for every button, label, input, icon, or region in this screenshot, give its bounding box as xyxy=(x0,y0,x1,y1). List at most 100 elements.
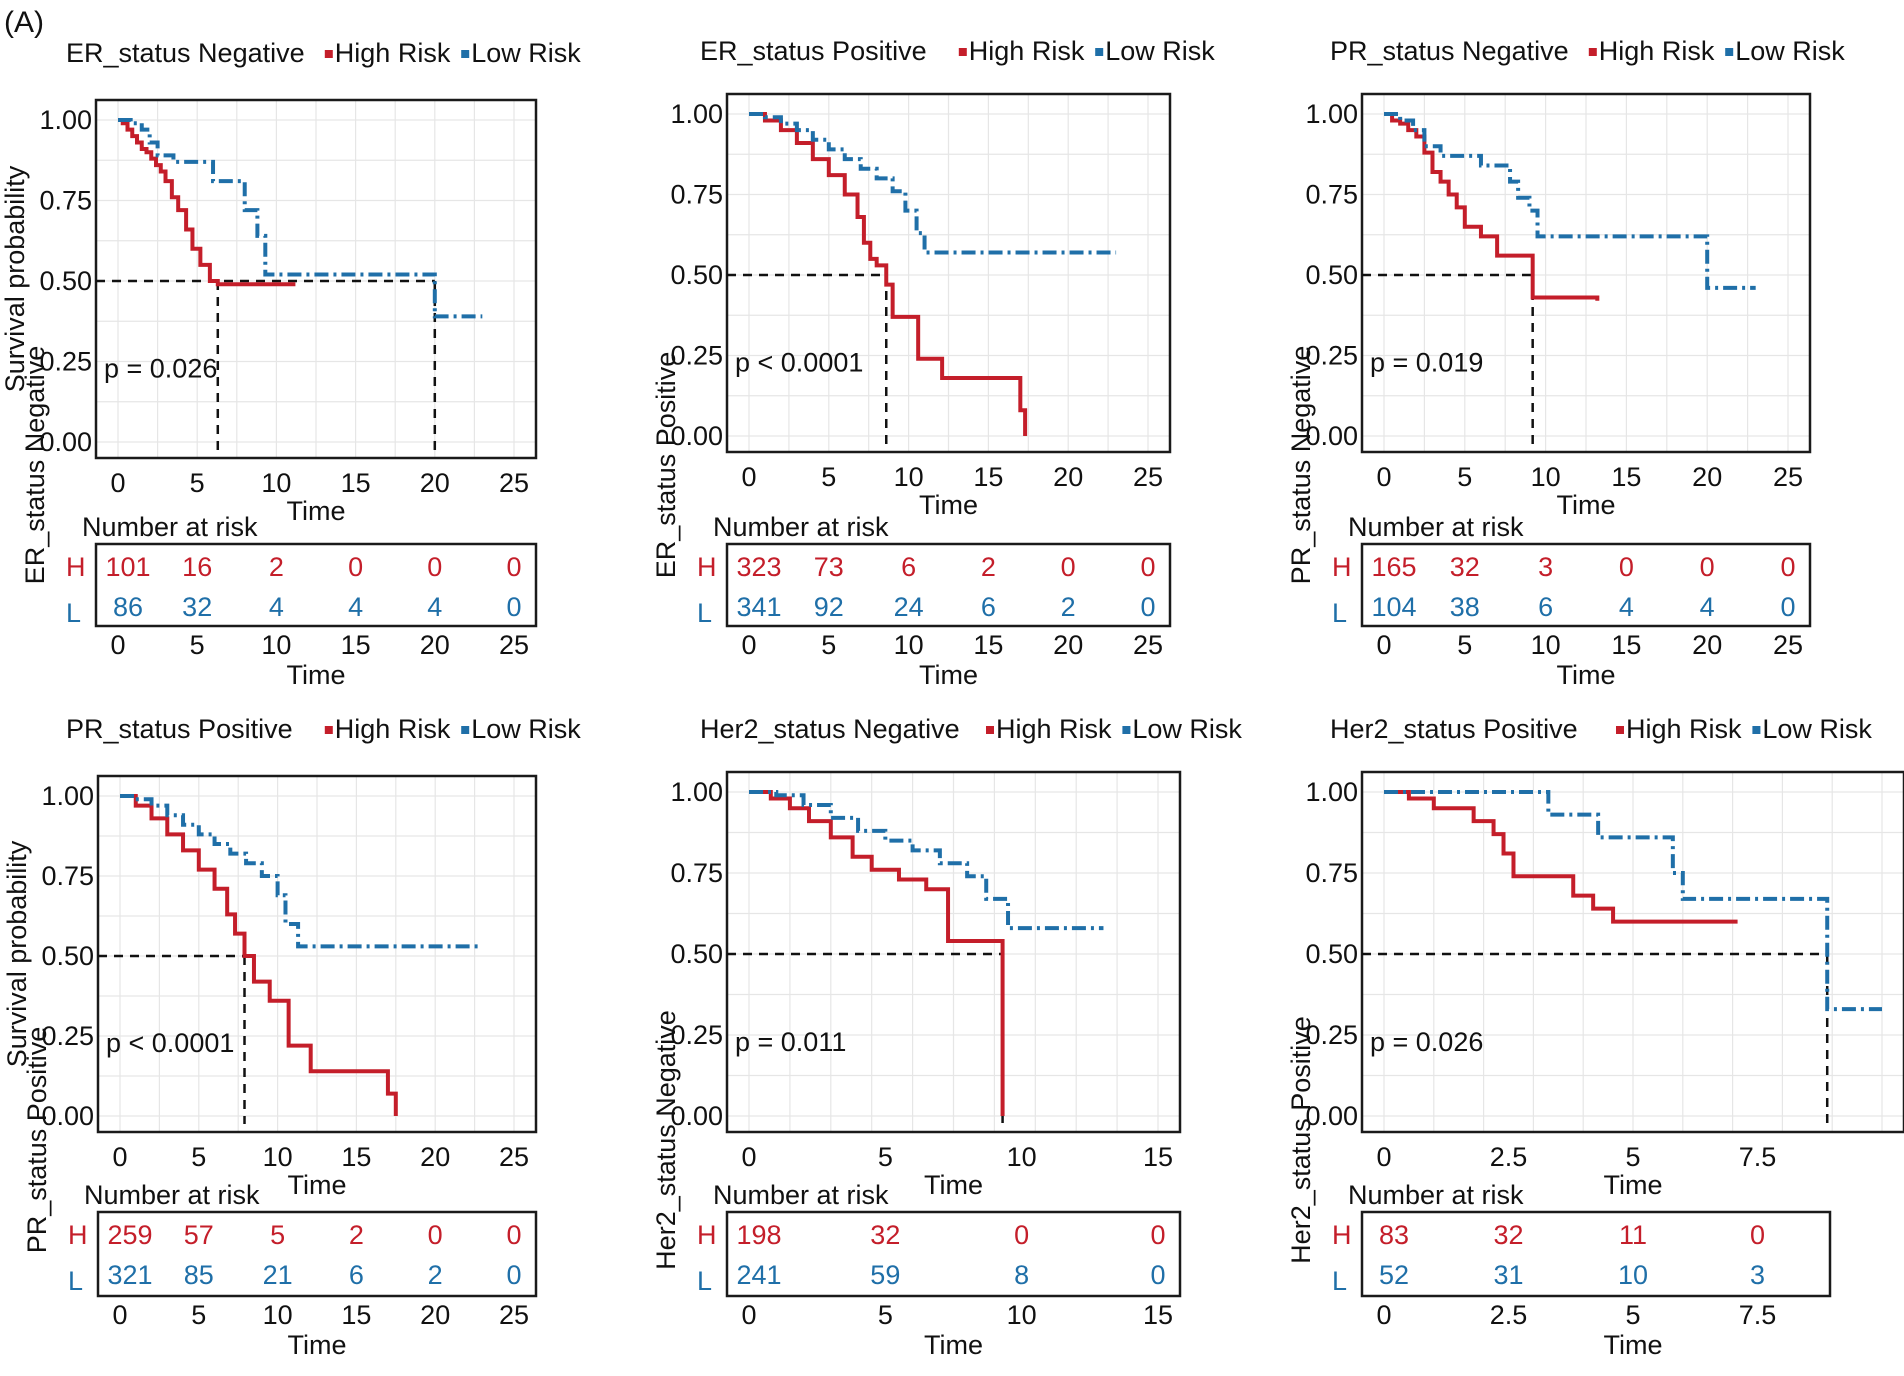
risk-count-low: 6 xyxy=(981,592,996,622)
risk-strata-label: ER_status Negative xyxy=(20,346,50,585)
y-tick-label: 0.25 xyxy=(1305,341,1358,371)
risk-count-high: 0 xyxy=(427,552,442,582)
p-value-label: p < 0.0001 xyxy=(106,1028,234,1058)
risk-count-high: 0 xyxy=(1061,552,1076,582)
median-lines xyxy=(1362,952,1829,1124)
risk-count-low: 0 xyxy=(1150,1260,1165,1290)
km-panel-2: ER_status Positive High Risk Low Risk 0.00 0… xyxy=(651,36,1215,690)
y-tick-label: 0.00 xyxy=(1305,421,1358,451)
risk-row-label-high: H xyxy=(68,1220,88,1250)
risk-count-low: 8 xyxy=(1014,1260,1029,1290)
plot-frame xyxy=(1360,92,1812,454)
km-panel-1: ER_status Negative High Risk Low Risk 0.00 0… xyxy=(0,38,581,690)
y-tick-label: 1.00 xyxy=(41,781,94,811)
risk-count-low: 4 xyxy=(427,592,442,622)
x-tick-label: 10 xyxy=(261,468,291,498)
plot-frame xyxy=(94,98,538,460)
risk-count-low: 6 xyxy=(1538,592,1553,622)
x-tick-label: 20 xyxy=(420,1142,450,1172)
risk-x-axis-label: Time xyxy=(919,660,978,690)
legend-low-swatch xyxy=(461,726,470,734)
grid xyxy=(98,776,536,1132)
low-risk-curve xyxy=(749,112,1117,255)
risk-x-tick-label: 15 xyxy=(1143,1300,1173,1330)
risk-row-label-low: L xyxy=(1332,598,1347,628)
x-tick-label: 5 xyxy=(821,462,836,492)
risk-count-high: 0 xyxy=(1140,552,1155,582)
panel-title: Her2_status Negative xyxy=(700,714,960,744)
risk-table-title: Number at risk xyxy=(713,1180,889,1210)
x-tick-label: 10 xyxy=(1007,1142,1037,1172)
x-axis-label: Time xyxy=(1557,490,1616,520)
y-tick-label: 0.25 xyxy=(1305,1020,1358,1050)
risk-x-axis-label: Time xyxy=(288,1330,347,1360)
panel-title: ER_status Negative xyxy=(66,38,305,68)
legend-high-swatch xyxy=(958,48,967,56)
risk-count-low: 52 xyxy=(1379,1260,1409,1290)
risk-table-title: Number at risk xyxy=(1348,1180,1524,1210)
risk-count-low: 2 xyxy=(428,1260,443,1290)
y-tick-label: 0.50 xyxy=(670,260,723,290)
risk-count-low: 4 xyxy=(269,592,284,622)
risk-row-label-low: L xyxy=(68,1266,83,1296)
risk-table-title: Number at risk xyxy=(82,512,258,542)
risk-count-low: 104 xyxy=(1371,592,1416,622)
risk-count-low: 0 xyxy=(506,592,521,622)
x-tick-label: 10 xyxy=(1531,462,1561,492)
risk-count-low: 4 xyxy=(1700,592,1715,622)
km-panel-4: PR_status Positive High Risk Low Risk 0.00 0… xyxy=(2,714,581,1360)
risk-count-low: 21 xyxy=(263,1260,293,1290)
x-tick-label: 0 xyxy=(1376,1142,1391,1172)
x-tick-label: 2.5 xyxy=(1490,1142,1528,1172)
x-tick-label: 5 xyxy=(878,1142,893,1172)
x-tick-label: 15 xyxy=(973,462,1003,492)
risk-x-tick-label: 20 xyxy=(1692,630,1722,660)
y-axis-label: Survival probability xyxy=(2,840,32,1067)
panel-title: PR_status Negative xyxy=(1330,36,1569,66)
y-tick-label: 0.50 xyxy=(670,939,723,969)
risk-count-high: 32 xyxy=(1493,1220,1523,1250)
legend-high-label: High Risk xyxy=(996,714,1112,744)
legend-high-label: High Risk xyxy=(969,36,1085,66)
legend-low-swatch xyxy=(1095,48,1104,56)
y-tick-label: 1.00 xyxy=(1305,99,1358,129)
risk-count-high: 0 xyxy=(348,552,363,582)
legend-low-label: Low Risk xyxy=(471,714,581,744)
high-risk-curve xyxy=(118,118,296,287)
risk-x-tick-label: 25 xyxy=(1133,630,1163,660)
risk-x-tick-label: 25 xyxy=(499,630,529,660)
risk-count-low: 4 xyxy=(1619,592,1634,622)
risk-count-high: 73 xyxy=(814,552,844,582)
risk-x-tick-label: 10 xyxy=(263,1300,293,1330)
risk-row-label-high: H xyxy=(697,552,717,582)
risk-x-tick-label: 15 xyxy=(341,1300,371,1330)
grid xyxy=(727,772,1180,1132)
y-tick-label: 0.50 xyxy=(41,941,94,971)
high-risk-curve xyxy=(1384,790,1738,924)
risk-count-low: 341 xyxy=(736,592,781,622)
risk-table-title: Number at risk xyxy=(84,1180,260,1210)
risk-count-high: 0 xyxy=(1150,1220,1165,1250)
risk-x-tick-label: 15 xyxy=(341,630,371,660)
risk-count-high: 198 xyxy=(736,1220,781,1250)
risk-count-high: 0 xyxy=(506,1220,521,1250)
km-panel-3: PR_status Negative High Risk Low Risk 0.00 0… xyxy=(1286,36,1845,690)
x-axis-label: Time xyxy=(1604,1170,1663,1200)
p-value-label: p = 0.026 xyxy=(1370,1027,1483,1057)
risk-x-tick-label: 7.5 xyxy=(1739,1300,1777,1330)
risk-count-low: 0 xyxy=(1140,592,1155,622)
y-tick-label: 0.75 xyxy=(670,858,723,888)
risk-row-label-high: H xyxy=(1332,552,1352,582)
risk-count-high: 2 xyxy=(981,552,996,582)
y-axis-label: Survival probability xyxy=(0,165,30,392)
legend-high-swatch xyxy=(324,50,333,58)
high-risk-curve xyxy=(1384,112,1600,301)
risk-count-high: 16 xyxy=(182,552,212,582)
x-tick-label: 15 xyxy=(1143,1142,1173,1172)
risk-x-tick-label: 0 xyxy=(110,630,125,660)
risk-x-tick-label: 0 xyxy=(741,630,756,660)
plot-frame xyxy=(725,770,1182,1134)
risk-strata-label: Her2_status Negative xyxy=(651,1010,681,1270)
plot-frame xyxy=(725,92,1172,454)
x-tick-label: 5 xyxy=(190,468,205,498)
